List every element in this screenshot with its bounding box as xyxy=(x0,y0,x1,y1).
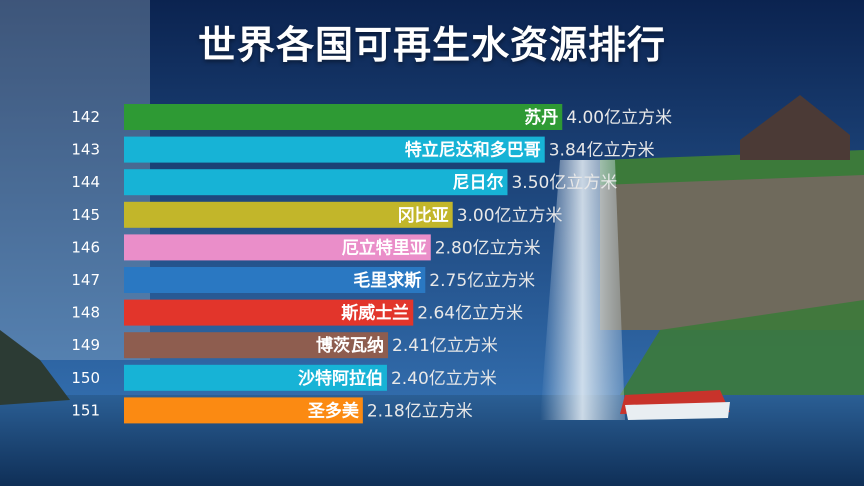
rank-label: 147 xyxy=(71,271,100,289)
rank-label: 144 xyxy=(71,173,100,191)
bar-value-label: 3.50亿立方米 xyxy=(511,173,617,193)
bar-value-label: 2.80亿立方米 xyxy=(435,238,541,258)
bar-value-label: 3.84亿立方米 xyxy=(549,141,655,161)
bar-category-label: 特立尼达和多巴哥 xyxy=(405,140,541,161)
bar xyxy=(124,169,508,196)
chart-title: 世界各国可再生水资源排行 xyxy=(197,23,666,67)
bar-value-label: 2.64亿立方米 xyxy=(417,304,523,324)
bar-category-label: 尼日尔 xyxy=(452,172,503,193)
bar-value-label: 2.75亿立方米 xyxy=(429,271,535,291)
rank-label: 148 xyxy=(71,304,100,322)
bar xyxy=(124,201,453,228)
bar xyxy=(124,136,545,163)
bar xyxy=(124,397,363,424)
bar-value-label: 3.00亿立方米 xyxy=(457,206,563,226)
rank-label: 150 xyxy=(71,369,100,387)
bar-category-label: 苏丹 xyxy=(524,107,558,128)
bar-value-label: 2.18亿立方米 xyxy=(367,401,473,421)
bar-category-label: 圣多美 xyxy=(308,400,360,421)
bar xyxy=(124,267,426,293)
bar-category-label: 斯威士兰 xyxy=(341,303,409,324)
bar-category-label: 冈比亚 xyxy=(398,205,449,226)
bar-category-label: 厄立特里亚 xyxy=(342,237,427,258)
bar-category-label: 沙特阿拉伯 xyxy=(298,368,383,389)
bar-value-label: 2.40亿立方米 xyxy=(391,369,497,389)
rank-label: 151 xyxy=(71,401,100,419)
rank-label: 143 xyxy=(71,141,100,159)
bar-category-label: 毛里求斯 xyxy=(353,270,421,291)
bar xyxy=(124,234,431,261)
bar xyxy=(124,332,389,359)
rank-label: 146 xyxy=(71,238,100,256)
bar xyxy=(124,364,387,391)
bar xyxy=(124,299,414,326)
rank-label: 149 xyxy=(71,336,100,354)
bar-value-label: 2.41亿立方米 xyxy=(392,336,498,356)
rank-label: 142 xyxy=(71,108,100,126)
bar-value-label: 4.00亿立方米 xyxy=(566,108,672,128)
bar-category-label: 博茨瓦纳 xyxy=(316,335,384,356)
bar xyxy=(124,104,563,130)
rank-label: 145 xyxy=(71,206,100,224)
